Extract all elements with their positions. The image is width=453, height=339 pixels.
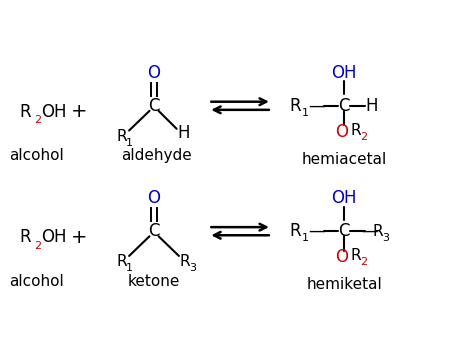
Text: OH: OH	[42, 228, 67, 246]
Text: 1: 1	[302, 107, 309, 118]
Text: R: R	[116, 129, 127, 144]
Text: C: C	[148, 222, 160, 240]
Text: C: C	[148, 97, 160, 115]
Text: C: C	[338, 222, 350, 240]
Text: O: O	[148, 64, 160, 82]
Text: 1: 1	[302, 233, 309, 243]
Text: aldehyde: aldehyde	[121, 148, 192, 163]
Text: 2: 2	[360, 132, 367, 142]
Text: C: C	[338, 97, 350, 115]
Text: 2: 2	[360, 257, 367, 267]
Text: R: R	[116, 254, 127, 269]
Text: H: H	[365, 97, 378, 115]
Text: H: H	[177, 124, 190, 142]
Text: R: R	[289, 97, 301, 115]
Text: —: —	[308, 222, 324, 240]
Text: hemiketal: hemiketal	[306, 277, 382, 292]
Text: 2: 2	[34, 115, 41, 125]
Text: OH: OH	[42, 103, 67, 121]
Text: +: +	[71, 102, 87, 121]
Text: O: O	[148, 189, 160, 207]
Text: R: R	[373, 224, 384, 239]
Text: —: —	[361, 222, 377, 240]
Text: OH: OH	[332, 189, 357, 207]
Text: R: R	[19, 103, 31, 121]
Text: R: R	[289, 222, 301, 240]
Text: OH: OH	[332, 64, 357, 82]
Text: alcohol: alcohol	[9, 148, 63, 163]
Text: 2: 2	[34, 241, 41, 251]
Text: 1: 1	[125, 263, 133, 274]
Text: R: R	[350, 248, 361, 263]
Text: 3: 3	[189, 263, 196, 274]
Text: R: R	[350, 123, 361, 138]
Text: —: —	[308, 97, 324, 115]
Text: hemiacetal: hemiacetal	[302, 152, 387, 167]
Text: O: O	[336, 248, 348, 266]
Text: +: +	[71, 228, 87, 247]
Text: 1: 1	[125, 138, 133, 148]
Text: O: O	[336, 122, 348, 141]
Text: alcohol: alcohol	[9, 274, 63, 289]
Text: R: R	[179, 254, 190, 269]
Text: 3: 3	[382, 233, 390, 243]
Text: R: R	[19, 228, 31, 246]
Text: ketone: ketone	[128, 274, 180, 289]
